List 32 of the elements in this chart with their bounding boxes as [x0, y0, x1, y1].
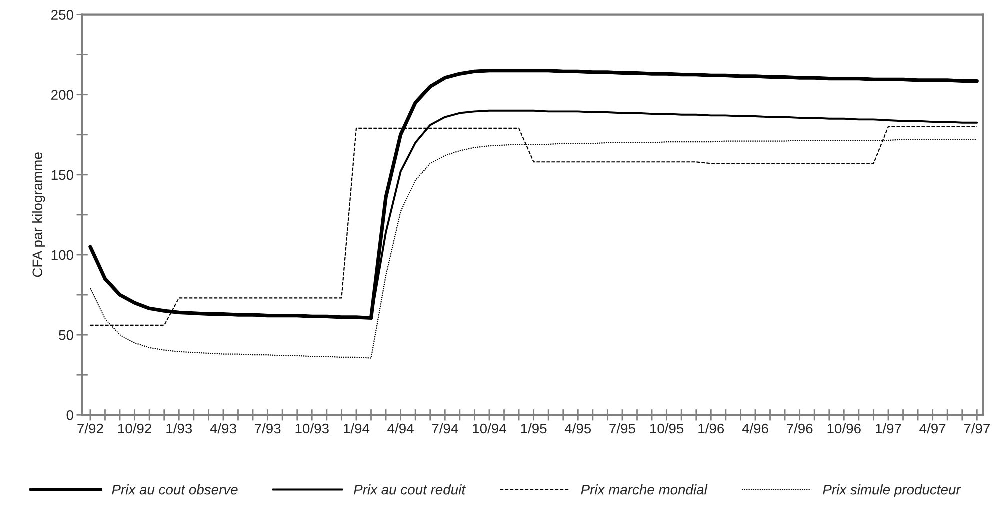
x-tick-label: 1/95 [521, 423, 547, 434]
x-tick-label: 7/95 [610, 423, 636, 434]
x-tick-label: 10/94 [473, 423, 506, 434]
x-tick-label: 4/97 [920, 423, 946, 434]
y-tick-label: 250 [52, 10, 74, 20]
x-tick-label: 7/97 [964, 423, 990, 434]
x-tick-label: 10/92 [118, 423, 152, 434]
x-tick-label: 4/96 [742, 423, 768, 434]
legend-label: Prix au cout reduit [354, 484, 466, 495]
y-tick-label: 200 [52, 90, 74, 100]
x-tick-label: 1/97 [876, 423, 902, 434]
y-tick-label: 0 [66, 410, 74, 420]
x-tick-label: 4/95 [564, 423, 592, 434]
x-tick-label: 7/96 [787, 423, 813, 434]
legend-label: Prix au cout observe [112, 484, 238, 495]
legend-label: Prix simule producteur [823, 484, 962, 498]
x-tick-label: 7/94 [432, 423, 458, 434]
x-tick-label: 1/94 [344, 423, 370, 434]
y-tick-label: 100 [52, 250, 74, 260]
y-tick-label: 50 [59, 330, 74, 340]
x-tick-label: 7/92 [78, 423, 104, 434]
x-tick-label: 10/96 [828, 423, 861, 434]
legend-label: Prix marche mondial [581, 484, 708, 495]
x-tick-label: 4/93 [210, 423, 236, 434]
x-tick-label: 10/93 [296, 423, 329, 434]
y-axis-title: CFA par kilogramme [32, 152, 46, 278]
x-tick-label: 4/94 [388, 423, 414, 434]
x-tick-label: 7/93 [255, 423, 281, 434]
x-tick-label: 1/93 [166, 423, 192, 434]
x-tick-label: 10/95 [650, 423, 684, 434]
x-tick-label: 1/96 [698, 423, 724, 434]
y-tick-label: 150 [52, 170, 74, 180]
